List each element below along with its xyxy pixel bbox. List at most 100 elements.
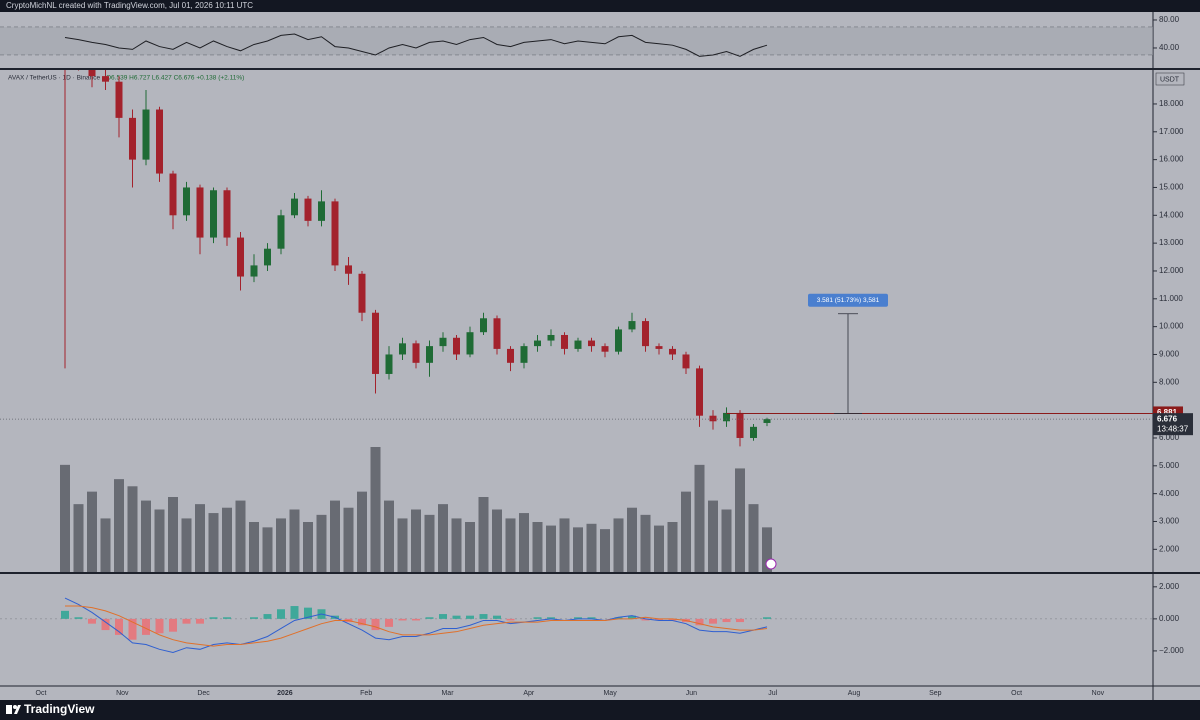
histogram-bar: [439, 614, 447, 619]
volume-bar: [154, 509, 165, 572]
currency: USDT: [1160, 76, 1180, 83]
x-tick-label: Dec: [197, 690, 210, 697]
measure-box: [808, 293, 888, 307]
volume-bar: [667, 522, 678, 572]
histogram-bar: [506, 618, 515, 621]
volume-bar: [505, 518, 516, 572]
candle-body: [88, 70, 96, 77]
volume-bar: [195, 504, 205, 572]
histogram-bar: [209, 617, 218, 619]
candle-body: [534, 340, 541, 347]
candle-body: [520, 346, 528, 363]
candle-body: [223, 190, 231, 238]
volume-bar: [559, 518, 570, 572]
y-tick-label: 6.000: [1159, 433, 1180, 442]
candle-body: [318, 201, 325, 221]
candle-body: [277, 215, 285, 249]
y-tick-label: 3.000: [1159, 517, 1180, 526]
histogram-bar: [668, 618, 677, 621]
histogram-bar: [466, 615, 474, 619]
volume-bar: [141, 500, 151, 572]
histogram-bar: [290, 606, 299, 619]
histogram-bar: [614, 617, 623, 619]
volume-bar: [613, 518, 624, 572]
candle-body: [696, 368, 703, 416]
x-tick-label: Mar: [441, 690, 454, 697]
currency-box: [1155, 72, 1185, 86]
candle-body: [237, 237, 244, 277]
volume-bar: [262, 527, 273, 572]
candle-body: [439, 337, 447, 347]
measure-label: 3.581 (51.73%) 3,581: [817, 297, 880, 304]
histogram-bar: [655, 618, 663, 621]
candle-body: [291, 198, 298, 216]
volume-bar: [438, 504, 448, 572]
volume-bar: [721, 509, 732, 572]
candle-body: [129, 117, 136, 160]
price-plot: [60, 70, 772, 572]
volume-bar: [478, 497, 489, 572]
histogram-bar: [115, 618, 123, 635]
countdown: 13:48:37: [1157, 424, 1189, 433]
candle-body: [169, 173, 177, 216]
volume-bar: [492, 509, 502, 572]
volume-bar: [181, 518, 192, 572]
y-tick-label: 11.000: [1159, 294, 1183, 303]
x-tick-label: Nov: [116, 690, 129, 697]
histogram-bar: [128, 618, 137, 640]
histogram-bar: [722, 618, 731, 623]
y-tick-label: −2.000: [1159, 646, 1184, 655]
histogram-bar: [74, 617, 83, 619]
y-tick-label: 12.000: [1159, 266, 1184, 275]
candle-body: [358, 273, 366, 313]
volume-bar: [451, 518, 462, 572]
volume-bar: [235, 500, 246, 572]
histogram-bar: [425, 617, 434, 619]
volume-bar: [249, 522, 259, 572]
candle-body: [183, 187, 190, 216]
logo-icon: [6, 705, 21, 714]
volume-bar: [748, 504, 759, 572]
volume-bar: [694, 464, 705, 572]
candle-body: [669, 348, 676, 355]
x-tick-label: Aug: [848, 690, 861, 697]
y-tick-label: 80.00: [1159, 15, 1180, 24]
candle-body: [588, 340, 595, 347]
candle-body: [331, 201, 339, 266]
candle-body: [412, 343, 420, 363]
histogram-bar: [695, 618, 704, 626]
volume-bar: [100, 518, 111, 572]
volume-bar: [222, 507, 232, 572]
histogram-bar: [196, 618, 204, 624]
candle-body: [102, 76, 109, 82]
candle-body: [507, 348, 514, 363]
header: CryptoMichNL created with TradingView.co…: [6, 1, 253, 10]
volume-bar: [762, 527, 772, 572]
y-tick-label: 5.000: [1159, 461, 1180, 470]
volume-bar: [627, 507, 637, 572]
x-tick-label: Sep: [929, 690, 942, 697]
histogram-bar: [628, 615, 636, 619]
histogram-bar: [398, 618, 407, 621]
histogram-bar: [709, 618, 717, 624]
volume-bar: [276, 518, 286, 572]
last-price-label: 6.676: [1157, 414, 1178, 423]
volume-bar: [384, 500, 394, 572]
candle-body: [345, 265, 352, 274]
volume-bar: [640, 514, 651, 572]
x-tick-label: Jul: [768, 690, 777, 697]
candle-body: [561, 334, 568, 349]
y-tick-label: 13.000: [1159, 238, 1184, 247]
volume-bar: [330, 500, 340, 572]
histogram-bar: [169, 618, 177, 632]
histogram-bar: [155, 618, 164, 634]
candle-body: [655, 346, 663, 349]
volume-bar: [532, 522, 543, 572]
ohlc-legend: O6.539 H6.727 L6.427 C6.676 +0.138 (+2.1…: [106, 75, 244, 82]
candle-body: [250, 265, 258, 277]
candle-body: [601, 346, 609, 352]
x-tick-label: Nov: [1092, 690, 1105, 697]
histogram-bar: [277, 609, 285, 619]
volume-bar: [73, 504, 84, 572]
